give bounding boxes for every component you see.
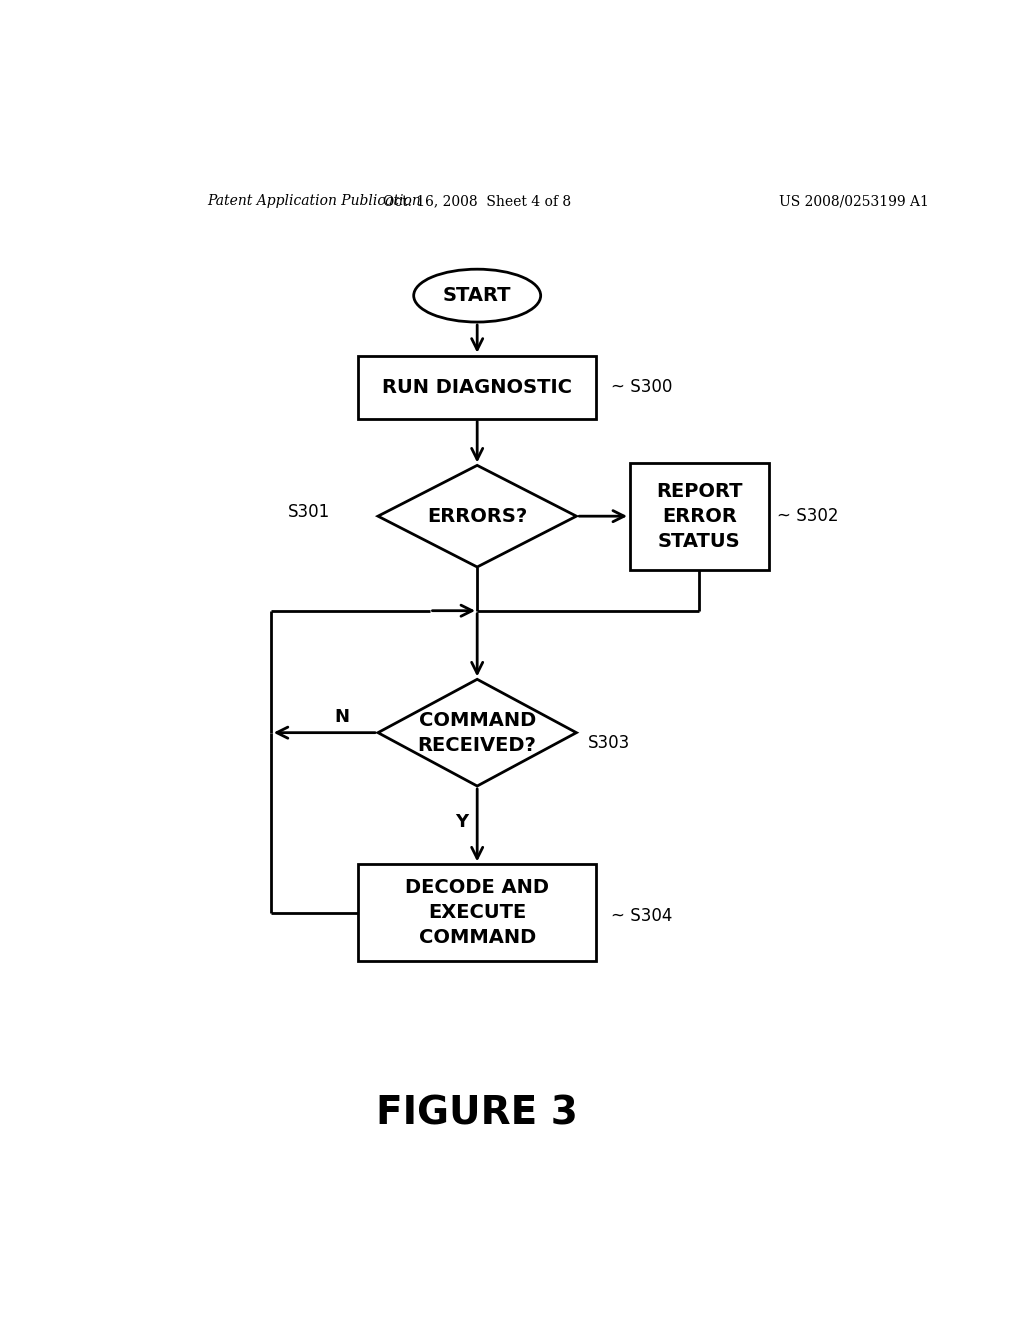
Text: ~ S300: ~ S300 bbox=[610, 378, 672, 396]
Text: DECODE AND
EXECUTE
COMMAND: DECODE AND EXECUTE COMMAND bbox=[406, 878, 549, 946]
Text: N: N bbox=[335, 709, 350, 726]
Text: S301: S301 bbox=[288, 503, 331, 521]
Bar bbox=[630, 463, 769, 569]
Text: RUN DIAGNOSTIC: RUN DIAGNOSTIC bbox=[382, 378, 572, 396]
Text: FIGURE 3: FIGURE 3 bbox=[376, 1094, 579, 1133]
Text: Oct. 16, 2008  Sheet 4 of 8: Oct. 16, 2008 Sheet 4 of 8 bbox=[383, 194, 571, 209]
Text: COMMAND
RECEIVED?: COMMAND RECEIVED? bbox=[418, 710, 537, 755]
Text: S303: S303 bbox=[588, 734, 631, 752]
Text: START: START bbox=[443, 286, 511, 305]
Text: ERRORS?: ERRORS? bbox=[427, 507, 527, 525]
Text: Y: Y bbox=[455, 813, 468, 830]
Bar bbox=[358, 355, 596, 418]
Text: REPORT
ERROR
STATUS: REPORT ERROR STATUS bbox=[656, 482, 742, 550]
Text: ~ S304: ~ S304 bbox=[610, 907, 672, 924]
Text: ~ S302: ~ S302 bbox=[777, 507, 839, 525]
Text: Patent Application Publication: Patent Application Publication bbox=[207, 194, 421, 209]
Text: US 2008/0253199 A1: US 2008/0253199 A1 bbox=[778, 194, 929, 209]
Bar bbox=[358, 865, 596, 961]
